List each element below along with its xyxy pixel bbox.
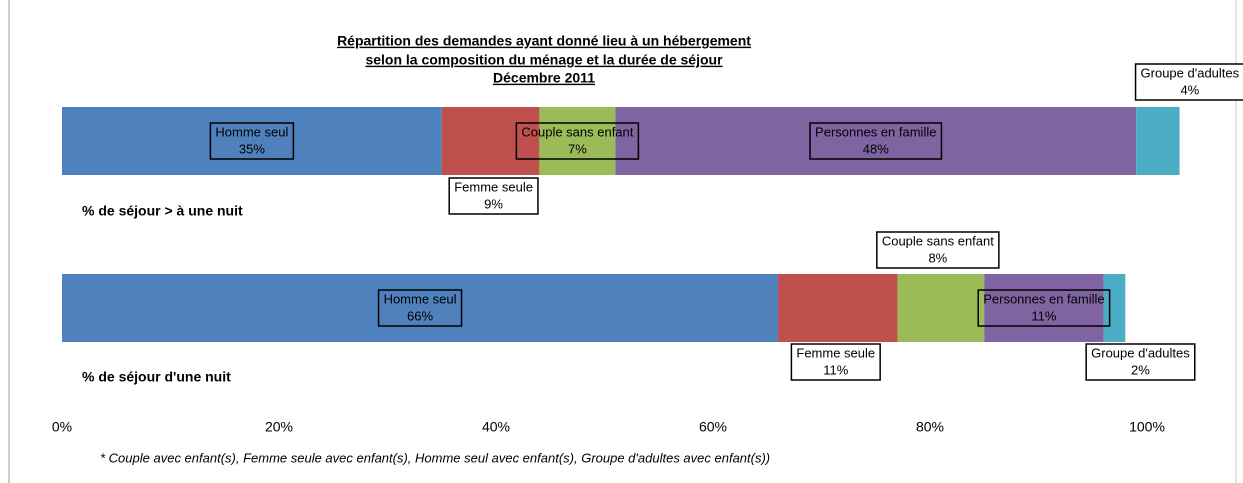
bar-segment bbox=[441, 107, 540, 175]
chart-title: selon la composition du ménage et la dur… bbox=[365, 52, 723, 68]
value-label: 7% bbox=[568, 141, 587, 156]
series-name: Homme seul bbox=[384, 291, 457, 306]
series-name: Personnes en famille bbox=[815, 124, 936, 139]
series-name: Couple sans enfant bbox=[882, 233, 994, 248]
x-tick-label: 60% bbox=[699, 419, 727, 435]
series-name: Groupe d'adultes bbox=[1141, 65, 1240, 80]
value-label: 11% bbox=[823, 362, 848, 377]
series-name: Groupe d'adultes bbox=[1091, 345, 1190, 360]
bar-segment bbox=[778, 274, 898, 342]
series-name: Couple sans enfant bbox=[521, 124, 633, 139]
value-label: 11% bbox=[1031, 308, 1056, 323]
bar-segment bbox=[615, 107, 1137, 175]
label-box bbox=[377, 289, 463, 327]
label-box bbox=[977, 289, 1111, 327]
value-label: 48% bbox=[863, 141, 889, 156]
series-name: Femme seule bbox=[454, 179, 533, 194]
label-box bbox=[1085, 343, 1196, 381]
label-box bbox=[1134, 63, 1243, 101]
chart-title: Répartition des demandes ayant donné lie… bbox=[337, 33, 751, 49]
category-label: % de séjour d'une nuit bbox=[82, 369, 231, 385]
series-name: Personnes en famille bbox=[983, 291, 1104, 306]
bar-segment bbox=[62, 107, 442, 175]
value-label: 4% bbox=[1180, 82, 1199, 97]
value-label: 9% bbox=[484, 196, 503, 211]
value-label: 8% bbox=[928, 250, 947, 265]
bar-segment bbox=[984, 274, 1104, 342]
bar-segment bbox=[1136, 107, 1180, 175]
x-tick-label: 40% bbox=[482, 419, 510, 435]
label-box bbox=[790, 343, 881, 381]
label-box bbox=[448, 177, 539, 215]
value-label: 35% bbox=[239, 141, 265, 156]
x-tick-label: 20% bbox=[265, 419, 293, 435]
value-label: 2% bbox=[1131, 362, 1150, 377]
chart-title: Décembre 2011 bbox=[493, 70, 595, 86]
label-box bbox=[876, 231, 1000, 269]
category-label: % de séjour > à une nuit bbox=[82, 203, 243, 219]
bar-segment bbox=[62, 274, 779, 342]
bar-segment bbox=[897, 274, 985, 342]
x-tick-label: 80% bbox=[916, 419, 944, 435]
series-name: Homme seul bbox=[215, 124, 288, 139]
bar-segment bbox=[1103, 274, 1126, 342]
footnote: * Couple avec enfant(s), Femme seule ave… bbox=[100, 450, 770, 465]
value-label: 66% bbox=[407, 308, 433, 323]
label-box bbox=[209, 122, 295, 160]
x-tick-label: 0% bbox=[52, 419, 72, 435]
series-name: Femme seule bbox=[796, 345, 875, 360]
label-box bbox=[515, 122, 640, 160]
label-box bbox=[809, 122, 943, 160]
bar-segment bbox=[539, 107, 616, 175]
x-tick-label: 100% bbox=[1129, 419, 1165, 435]
